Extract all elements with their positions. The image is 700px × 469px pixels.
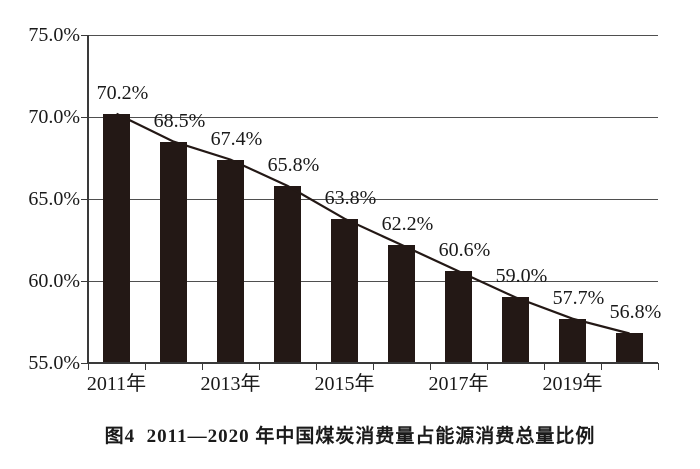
bar-value-label: 62.2% [381,212,434,235]
x-axis-tick [658,363,659,370]
bar-value-label: 63.8% [324,186,377,209]
x-axis-tick [145,363,146,370]
x-axis-tick [544,363,545,370]
y-axis-label: 60.0% [28,270,80,292]
bar-2018年 [502,297,529,363]
x-axis-label: 2013年 [200,373,261,395]
x-axis-tick [601,363,602,370]
bar-value-label: 60.6% [438,239,491,262]
y-axis-label: 55.0% [28,352,80,374]
bar-value-label: 65.8% [267,153,320,176]
x-axis-label: 2017年 [428,373,489,395]
bar-2011年 [103,113,130,363]
x-axis-tick [202,363,203,370]
y-axis-tick [81,116,88,118]
y-axis-tick [81,198,88,200]
grid-line [88,34,658,36]
y-axis-tick [81,34,88,36]
bar-2014年 [274,185,301,363]
bar-2012年 [160,141,187,363]
bar-value-label: 68.5% [153,109,206,132]
y-axis-label: 65.0% [28,188,80,210]
bar-2016年 [388,244,415,363]
bar-2015年 [331,218,358,363]
y-axis-label: 70.0% [28,106,80,128]
x-axis-tick [430,363,431,370]
y-axis-label: 75.0% [28,24,80,46]
bar-value-label: 56.8% [609,301,662,324]
bar-2019年 [559,318,586,363]
bar-value-label: 59.0% [495,265,548,288]
bar-2017年 [445,271,472,363]
x-axis-tick [487,363,488,370]
bar-value-label: 67.4% [210,127,263,150]
bar-2020年 [616,333,643,363]
x-axis-tick [259,363,260,370]
x-axis-label: 2019年 [542,373,603,395]
bar-value-label: 70.2% [96,81,149,104]
x-axis-label: 2015年 [314,373,375,395]
y-axis-line [87,35,89,363]
y-axis-tick [81,362,88,364]
x-axis-tick [88,363,89,370]
bar-2013年 [217,159,244,363]
bar-value-label: 57.7% [552,286,605,309]
x-axis-line [87,362,658,364]
x-axis-tick [373,363,374,370]
y-axis-tick [81,280,88,282]
figure-caption: 图4 2011—2020 年中国煤炭消费量占能源消费总量比例 [104,426,596,447]
x-axis-tick [316,363,317,370]
x-axis-label: 2011年 [86,373,147,395]
